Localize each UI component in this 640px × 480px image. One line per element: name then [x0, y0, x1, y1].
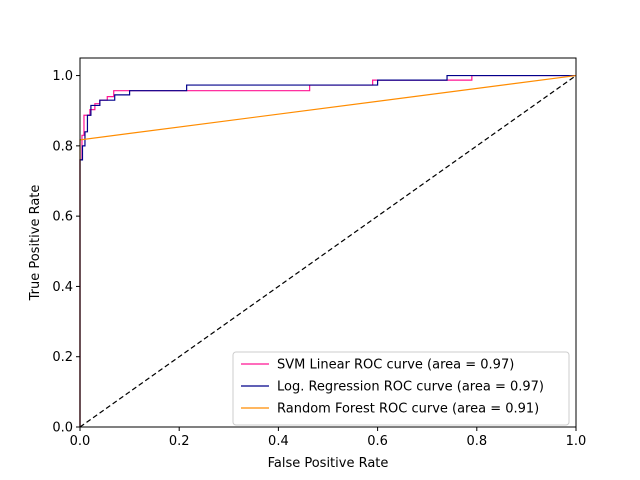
- legend-box: [232, 351, 570, 426]
- y-tick-label: 0.2: [52, 350, 73, 365]
- legend-label: Random Forest ROC curve (area = 0.91): [277, 402, 539, 417]
- y-tick-label: 1.0: [52, 69, 73, 84]
- axes-frame: [79, 57, 577, 428]
- y-tick-label: 0.0: [52, 421, 73, 436]
- x-tick-label: 0.8: [466, 434, 487, 449]
- chance-diagonal-line: [79, 75, 577, 428]
- series-line-2: [79, 74, 576, 427]
- x-tick-label: 1.0: [566, 434, 587, 449]
- y-axis-label: True Positive Rate: [28, 185, 43, 302]
- x-tick-label: 0.4: [268, 434, 289, 449]
- legend-label: SVM Linear ROC curve (area = 0.97): [277, 358, 514, 373]
- ticks: 0.0 0.2 0.4 0.6 0.8 1.0 0.0 0.2 0.4 0.6 0.8 1.0: [52, 69, 586, 449]
- legend-label: Log. Regression ROC curve (area = 0.97): [277, 380, 544, 395]
- x-tick-label: 0.2: [169, 434, 190, 449]
- y-tick-label: 0.8: [52, 139, 73, 154]
- x-tick-label: 0.6: [367, 434, 388, 449]
- legend: SVM Linear ROC curve (area = 0.97) Log. R…: [232, 351, 570, 426]
- y-tick-label: 0.4: [52, 280, 73, 295]
- x-axis-label: False Positive Rate: [268, 456, 389, 471]
- x-tick-label: 0.0: [70, 434, 91, 449]
- y-tick-label: 0.6: [52, 210, 73, 225]
